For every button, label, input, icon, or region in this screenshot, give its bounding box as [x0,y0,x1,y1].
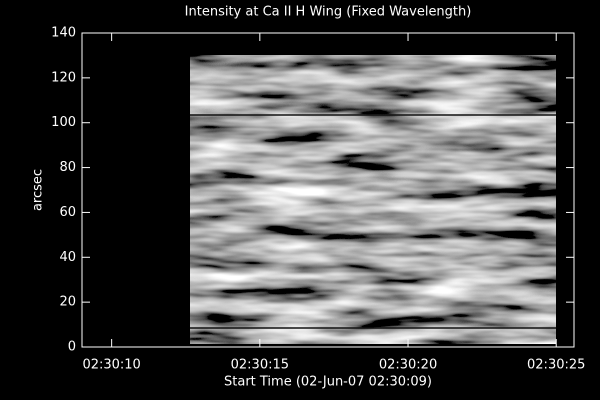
y-tick-label: 120 [51,70,76,85]
x-tick-label: 02:30:15 [231,358,289,373]
y-tick-label: 80 [59,160,76,175]
y-axis-label: arcsec [31,169,46,211]
intensity-image [190,55,556,344]
y-tick-label: 60 [59,205,76,220]
y-tick-label: 0 [68,340,76,355]
y-tick-label: 20 [59,295,76,310]
y-tick-label: 100 [51,115,76,130]
y-tick-label: 140 [51,26,76,41]
chart-title: Intensity at Ca II H Wing (Fixed Wavelen… [185,5,472,20]
x-tick-label: 02:30:25 [527,358,585,373]
plot-frame [81,32,575,348]
y-tick-label: 40 [59,250,76,265]
x-tick-label: 02:30:20 [379,358,437,373]
x-axis-label: Start Time (02-Jun-07 02:30:09) [224,375,432,390]
x-tick-label: 02:30:10 [82,358,140,373]
